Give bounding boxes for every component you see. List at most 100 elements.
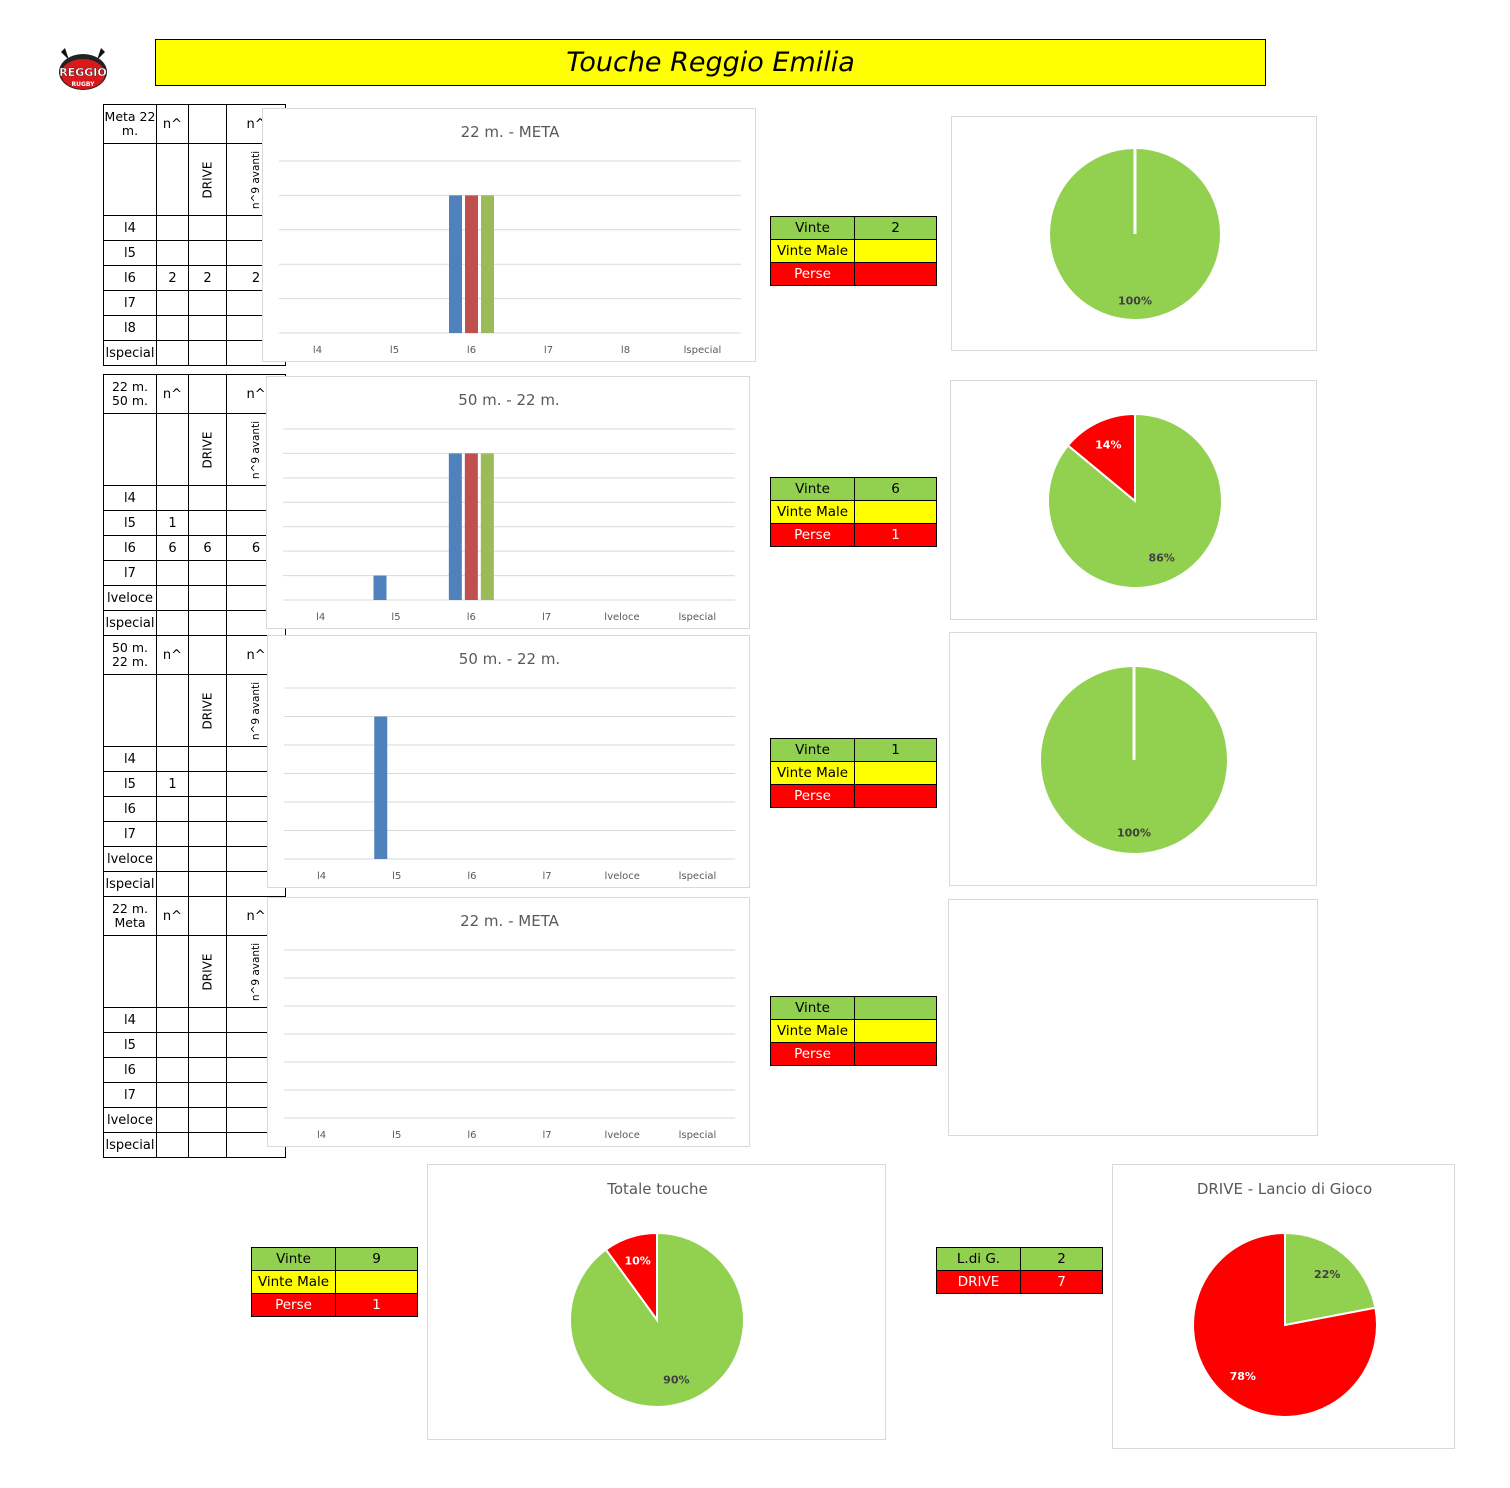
pie-slice	[1192, 1231, 1378, 1418]
summary-value	[854, 1042, 937, 1066]
x-tick-label: lspecial	[679, 871, 717, 882]
table-cell	[156, 1057, 189, 1083]
svg-text:RUGBY: RUGBY	[71, 81, 95, 88]
x-tick-label: l6	[467, 612, 476, 623]
table-cell	[156, 746, 189, 772]
summary-label: Vinte Male	[770, 761, 855, 785]
chart-title: 50 m. - 22 m.	[458, 391, 559, 409]
totals-summary-table: Vinte 9 Vinte Male Perse 1	[251, 1247, 418, 1317]
summary-table: Vinte 2 Vinte Male Perse	[770, 216, 937, 286]
summary-row: Vinte Male	[770, 761, 937, 785]
table-cell	[188, 215, 227, 241]
table-cell: l5	[103, 510, 157, 536]
table-row: l4	[103, 746, 287, 772]
table-header-cell: 50 m. 22 m.	[103, 635, 157, 675]
summary-value	[335, 1270, 418, 1294]
bar-chart-panel: 50 m. - 22 m. l4 l5 l6 l7 lveloce lspecial	[266, 376, 750, 629]
x-tick-label: lveloce	[604, 612, 639, 623]
table-subheader-cell	[103, 674, 157, 747]
pie-chart-panel: 100%	[951, 116, 1317, 351]
x-tick-label: l5	[391, 612, 400, 623]
page-title-bar: Touche Reggio Emilia	[155, 39, 1266, 86]
bar-chart: 22 m. - META l4 l5 l6 l7 lveloce lspecial	[284, 912, 735, 1141]
summary-value	[854, 262, 937, 286]
table-subheader-cell: DRIVE	[188, 674, 227, 747]
summary-row: Vinte Male	[770, 239, 937, 263]
table-cell	[156, 585, 189, 611]
table-subheader-cell	[156, 413, 189, 486]
table-cell	[156, 610, 189, 636]
summary-value: 9	[335, 1247, 418, 1271]
summary-row: Vinte 1	[770, 738, 937, 762]
summary-table: Vinte 6 Vinte Male Perse 1	[770, 477, 937, 547]
summary-row: Perse	[770, 784, 937, 808]
table-cell	[188, 1132, 227, 1158]
summary-table: Vinte Vinte Male Perse	[770, 996, 937, 1066]
summary-label: DRIVE	[936, 1270, 1021, 1294]
table-row: lspecial	[103, 610, 287, 636]
pie-data-label: 14%	[1095, 438, 1121, 451]
chart-title: 50 m. - 22 m.	[459, 650, 560, 668]
drive-summary-table: L.di G. 2 DRIVE 7	[936, 1247, 1103, 1294]
table-cell	[188, 871, 227, 897]
summary-label: Vinte	[770, 477, 855, 501]
table-cell	[188, 510, 227, 536]
summary-value: 1	[335, 1293, 418, 1317]
pie-data-label: 100%	[1117, 827, 1151, 840]
table-cell: l7	[103, 290, 157, 316]
table-header-cell: Meta 22 m.	[103, 104, 157, 144]
x-tick-label: l7	[542, 612, 551, 623]
table-header-cell: 22 m. 50 m.	[103, 374, 157, 414]
table-cell: l5	[103, 240, 157, 266]
x-tick-label: l5	[390, 345, 399, 356]
table-cell	[156, 1082, 189, 1108]
table-cell: l6	[103, 535, 157, 561]
table-row: l6 2 2 2	[103, 265, 287, 291]
stats-table: 22 m. Meta n^ n^ DRIVE n^9 avanti l4 l5 l6 l7 lve…	[103, 896, 287, 1158]
totale-touche-panel: Totale touche 10% 90%	[427, 1164, 886, 1440]
table-row: lveloce	[103, 585, 287, 611]
chart-title: 22 m. - META	[461, 123, 561, 141]
table-subheader-cell: DRIVE	[188, 413, 227, 486]
table-cell	[188, 796, 227, 822]
bar-chart-panel: 50 m. - 22 m. l4 l5 l6 l7 lveloce lspecial	[267, 635, 750, 888]
table-cell: lspecial	[103, 610, 157, 636]
reggio-rugby-logo: REGGIO RUGBY	[55, 44, 111, 94]
stats-table: 22 m. 50 m. n^ n^ DRIVE n^9 avanti l4 l5 1 l6 6 6 6…	[103, 374, 287, 636]
pie-data-label: 86%	[1148, 552, 1174, 565]
table-subheader-cell: DRIVE	[188, 143, 227, 216]
bar	[465, 195, 478, 333]
table-cell: l8	[103, 315, 157, 341]
summary-value: 2	[1020, 1247, 1103, 1271]
pie-chart: Totale touche 10% 90%	[569, 1180, 745, 1408]
table-cell: 6	[188, 535, 227, 561]
x-tick-label: l6	[467, 345, 476, 356]
table-cell	[156, 796, 189, 822]
table-row: lspecial	[103, 340, 287, 366]
summary-label: Vinte	[251, 1247, 336, 1271]
table-header-cell	[188, 104, 227, 144]
table-cell	[188, 746, 227, 772]
summary-label: Perse	[770, 1042, 855, 1066]
table-cell	[188, 846, 227, 872]
table-row: l7	[103, 290, 287, 316]
table-row: lveloce	[103, 1107, 287, 1133]
table-cell	[188, 821, 227, 847]
summary-label: Vinte Male	[770, 500, 855, 524]
table-row: lspecial	[103, 871, 287, 897]
table-cell	[156, 485, 189, 511]
summary-table: Vinte 1 Vinte Male Perse	[770, 738, 937, 808]
bar	[373, 575, 387, 600]
bar-chart-panel: 22 m. - META l4 l5 l6 l7 lveloce lspecial	[267, 897, 750, 1147]
summary-label: L.di G.	[936, 1247, 1021, 1271]
table-cell	[188, 485, 227, 511]
rotated-label: n^9 avanti	[250, 942, 263, 1001]
summary-row: Vinte Male	[770, 1019, 937, 1043]
pie-slice	[1047, 412, 1223, 589]
table-row: l6	[103, 1057, 287, 1083]
table-cell	[188, 610, 227, 636]
table-cell: l7	[103, 1082, 157, 1108]
table-cell: l7	[103, 821, 157, 847]
rotated-label: DRIVE	[200, 692, 215, 729]
bar-chart: 22 m. - META l4 l5 l6 l7 l8 lspecial	[279, 123, 741, 356]
